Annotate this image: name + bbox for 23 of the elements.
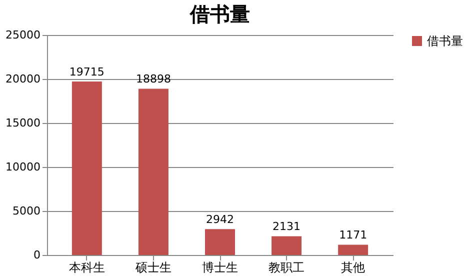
- y-tick-label: 0: [34, 248, 40, 262]
- bar: [272, 236, 302, 255]
- x-tick-label: 博士生: [202, 260, 238, 274]
- legend-label: 借书量: [427, 34, 463, 48]
- x-tick-label: 硕士生: [134, 260, 172, 274]
- y-tick-label: 10000: [6, 160, 40, 174]
- data-label: 1171: [339, 228, 368, 242]
- bar: [338, 244, 368, 255]
- bar: [72, 82, 102, 255]
- y-tick-label: 25000: [6, 28, 40, 42]
- x-tick-label: 本科生: [68, 260, 105, 274]
- chart-title: 借书量: [189, 2, 250, 26]
- y-tick-label: 20000: [6, 72, 40, 86]
- bar: [205, 229, 235, 255]
- bar: [138, 88, 168, 255]
- data-label: 19715: [69, 66, 104, 79]
- x-tick-label: 教职工: [268, 260, 305, 274]
- data-label: 2942: [206, 213, 234, 226]
- data-label: 2131: [272, 220, 301, 234]
- x-tick-label: 其他: [341, 260, 366, 274]
- data-label: 18898: [136, 72, 171, 86]
- y-tick-label: 15000: [6, 116, 40, 130]
- y-tick-label: 5000: [12, 204, 40, 218]
